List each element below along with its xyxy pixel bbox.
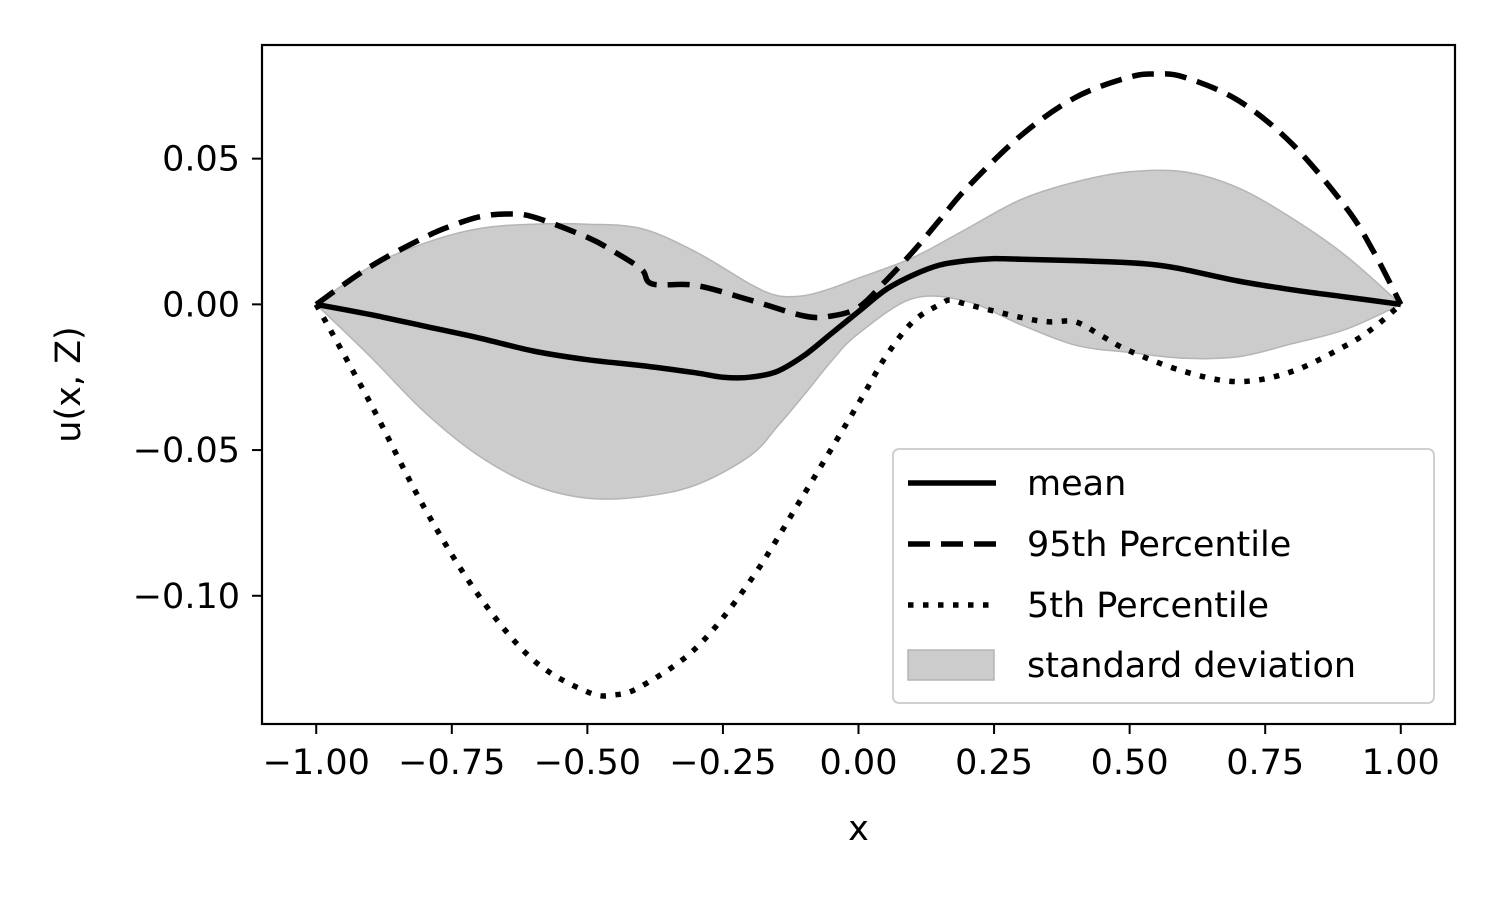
- x-axis: −1.00 −0.75 −0.50 −0.25 0.00 0.25 0.50 0.75 1.00: [263, 724, 1440, 783]
- plot-area: [313, 71, 1404, 699]
- x-tick-label: 0.75: [1226, 743, 1304, 783]
- x-tick-label: −0.50: [534, 743, 641, 783]
- x-tick-label: −0.25: [669, 743, 776, 783]
- series-line-5th-percentile: [313, 297, 1403, 699]
- y-axis-label: u(x, Z): [49, 326, 89, 442]
- legend-label-mean: mean: [1027, 464, 1126, 504]
- series-line-95th-percentile: [314, 71, 1404, 321]
- y-tick-label: −0.10: [133, 577, 240, 617]
- y-tick-label: −0.05: [133, 431, 240, 471]
- legend: mean 95th Percentile 5th Percentile standar…: [892, 448, 1435, 704]
- x-tick-label: 0.50: [1091, 743, 1169, 783]
- legend-label-5th-percentile: 5th Percentile: [1027, 586, 1269, 626]
- x-tick-label: −1.00: [263, 743, 370, 783]
- x-tick-label: 0.25: [955, 743, 1033, 783]
- legend-box: [892, 448, 1435, 704]
- x-tick-label: 1.00: [1362, 743, 1440, 783]
- x-tick-label: −0.75: [398, 743, 505, 783]
- y-tick-label: 0.05: [162, 140, 240, 180]
- y-tick-label: 0.00: [162, 285, 240, 325]
- x-axis-label: x: [848, 809, 869, 849]
- x-tick-label: 0.00: [820, 743, 898, 783]
- y-axis: 0.05 0.00 −0.05 −0.10: [133, 140, 262, 617]
- legend-label-95th-percentile: 95th Percentile: [1027, 525, 1291, 565]
- legend-swatch-standard-deviation: [907, 649, 995, 681]
- legend-label-standard-deviation: standard deviation: [1027, 646, 1356, 686]
- series-line-mean: [315, 255, 1402, 381]
